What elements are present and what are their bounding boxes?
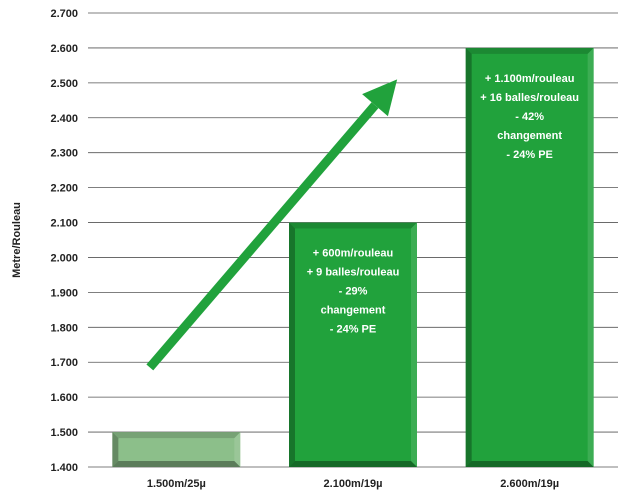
bar-bevel-right <box>234 432 240 467</box>
x-category-label: 2.600m/19µ <box>500 478 559 490</box>
y-tick-label: 2.100 <box>50 218 78 230</box>
y-axis-label: Metre/Rouleau <box>11 202 23 278</box>
bar-bevel-top <box>466 48 594 54</box>
y-tick-label: 2.700 <box>50 8 78 20</box>
bar-annotation: changement <box>321 305 386 317</box>
bar-bevel-top <box>112 432 240 438</box>
x-category-label: 2.100m/19µ <box>324 478 383 490</box>
bar-annotation: - 42% <box>515 111 544 123</box>
x-category-label: 1.500m/25µ <box>147 478 206 490</box>
bar <box>112 432 240 467</box>
y-tick-label: 2.300 <box>50 148 78 160</box>
x-axis-categories: 1.500m/25µ 2.100m/19µ 2.600m/19µ <box>147 478 559 490</box>
bar-bevel-left <box>112 432 118 467</box>
bar-bevel-top <box>289 223 417 229</box>
y-tick-label: 1.700 <box>50 357 78 369</box>
y-tick-label: 2.500 <box>50 78 78 90</box>
bar-bevel-bottom <box>466 461 594 467</box>
bar-annotation: + 1.100m/rouleau <box>485 73 575 85</box>
bar-bevel-right <box>411 223 417 467</box>
y-axis-ticks: 1.400 1.500 1.600 1.700 1.800 1.900 2.000 2.100… <box>50 8 78 474</box>
bar-bevel-left <box>289 223 295 467</box>
bar: + 1.100m/rouleau + 16 balles/rouleau - 42%… <box>466 48 594 467</box>
y-tick-label: 1.600 <box>50 392 78 404</box>
bar-annotation: - 24% PE <box>506 149 552 161</box>
y-tick-label: 2.200 <box>50 183 78 195</box>
y-tick-label: 1.900 <box>50 287 78 299</box>
y-tick-label: 2.400 <box>50 113 78 125</box>
bar-bevel-bottom <box>112 461 240 467</box>
y-tick-label: 1.500 <box>50 427 78 439</box>
bar-annotation: - 24% PE <box>330 324 376 336</box>
y-tick-label: 2.600 <box>50 43 78 55</box>
y-tick-label: 1.400 <box>50 462 78 474</box>
bar: + 600m/rouleau + 9 balles/rouleau - 29% cha… <box>289 223 417 467</box>
bar-bevel-bottom <box>289 461 417 467</box>
bar-annotation: + 600m/rouleau <box>313 248 393 260</box>
bar-annotation: - 29% <box>339 286 368 298</box>
bar-annotation: + 9 balles/rouleau <box>307 267 400 279</box>
y-tick-label: 2.000 <box>50 252 78 264</box>
bar-bevel-left <box>466 48 472 467</box>
bar-annotation: changement <box>497 130 562 142</box>
bar-annotation: + 16 balles/rouleau <box>480 92 579 104</box>
bar-bevel-right <box>588 48 594 467</box>
y-tick-label: 1.800 <box>50 322 78 334</box>
